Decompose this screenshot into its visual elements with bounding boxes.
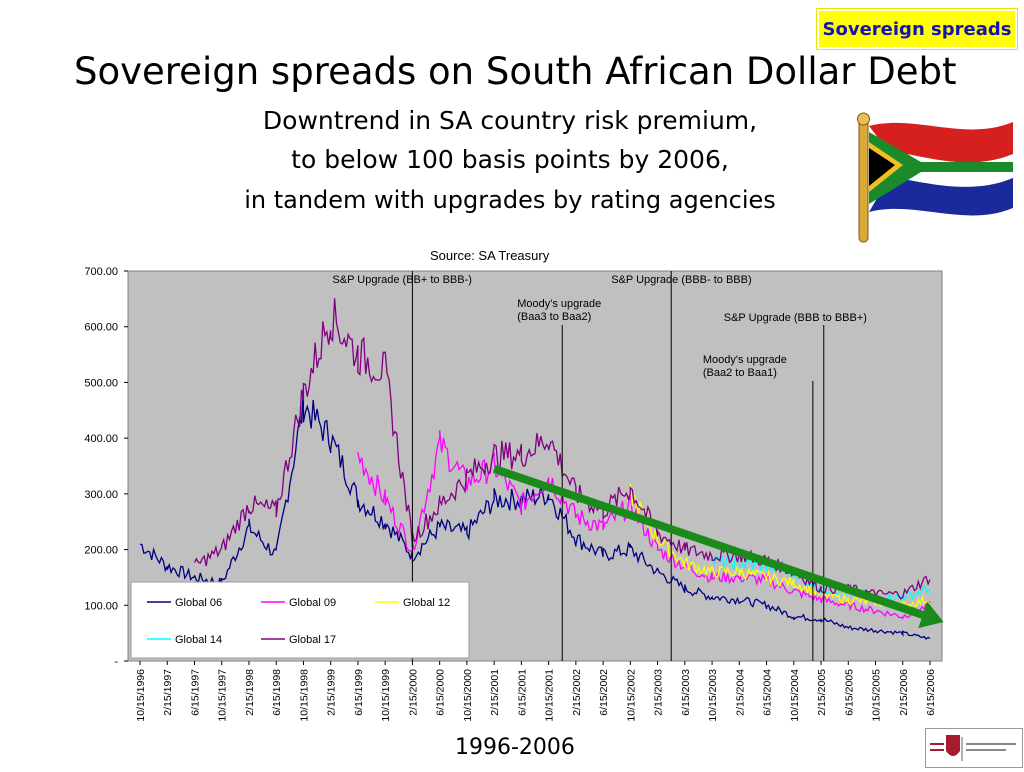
subtitle-line-3: in tandem with upgrades by rating agenci… [244,186,776,214]
x-tick-label: 6/15/2002 [598,669,610,716]
y-tick-label: 700.00 [84,266,118,278]
legend-label: Global 17 [289,634,336,646]
section-badge-label: Sovereign spreads [822,18,1012,40]
x-tick-label: 2/15/2002 [571,669,583,716]
x-tick-label: 6/15/1999 [353,669,365,716]
x-tick-label: 10/15/1997 [217,669,229,722]
x-tick-label: 10/15/1999 [380,669,392,722]
period-label: 1996-2006 [455,735,575,760]
x-tick-label: 2/15/1998 [244,669,256,716]
event-label: (Baa3 to Baa2) [517,311,591,323]
x-tick-label: 6/15/2004 [762,669,774,716]
event-label: Moody's upgrade [703,354,787,366]
x-tick-label: 10/15/2005 [871,669,883,722]
event-label: S&P Upgrade (BBB- to BBB) [611,274,751,286]
y-tick-label: 400.00 [84,433,118,445]
legend-label: Global 14 [175,634,222,646]
trend-arrow-shaft [492,464,925,619]
x-tick-label: 10/15/2002 [625,669,637,722]
legend-label: Global 06 [175,597,222,609]
x-tick-label: 2/15/2006 [898,669,910,716]
y-tick-label: 100.00 [84,600,118,612]
chart-source: Source: SA Treasury [430,248,550,263]
x-tick-label: 2/15/2001 [489,669,501,716]
x-tick-label: 6/15/2003 [680,669,692,716]
x-tick-label: 6/15/2001 [516,669,528,716]
x-tick-label: 2/15/1999 [326,669,338,716]
harvard-kennedy-school-logo [925,728,1023,768]
y-tick-label: 500.00 [84,377,118,389]
x-tick-label: 10/15/1996 [135,669,147,722]
x-tick-label: 2/15/2004 [734,669,746,716]
slide-title: Sovereign spreads on South African Dolla… [74,50,957,93]
event-label: (Baa2 to Baa1) [703,367,777,379]
y-tick-label: - [114,656,118,668]
y-tick-label: 200.00 [84,545,118,557]
south-africa-flag-icon [857,112,1013,243]
x-tick-label: 2/15/2003 [653,669,665,716]
x-tick-label: 10/15/2004 [789,669,801,722]
chart-legend [130,581,470,659]
y-tick-label: 300.00 [84,489,118,501]
x-tick-label: 10/15/1998 [298,669,310,722]
x-tick-label: 6/15/2005 [843,669,855,716]
y-tick-label: 600.00 [84,322,118,334]
x-tick-label: 10/15/2003 [707,669,719,722]
x-tick-label: 6/15/1998 [271,669,283,716]
event-label: S&P Upgrade (BB+ to BBB-) [332,274,472,286]
trend-arrow-head [918,601,944,629]
legend-label: Global 12 [403,597,450,609]
x-tick-label: 6/15/1997 [189,669,201,716]
x-tick-label: 2/15/2000 [407,669,419,716]
x-tick-label: 2/15/2005 [816,669,828,716]
sovereign-spreads-chart: - 100.00 200.00 300.00 400.00 500.00 600.00 700… [84,266,944,722]
event-label: S&P Upgrade (BBB to BBB+) [724,312,867,324]
x-tick-label: 2/15/1997 [162,669,174,716]
series-line-global-09 [357,429,931,621]
x-tick-label: 6/15/2000 [435,669,447,716]
section-badge: Sovereign spreads [817,9,1017,49]
x-tick-label: 6/15/2006 [925,669,937,716]
event-label: Moody's upgrade [517,298,601,310]
x-tick-label: 10/15/2001 [544,669,556,722]
legend-label: Global 09 [289,597,336,609]
subtitle-line-2: to below 100 basis points by 2006, [291,145,729,174]
x-tick-label: 10/15/2000 [462,669,474,722]
subtitle-line-1: Downtrend in SA country risk premium, [262,106,758,135]
